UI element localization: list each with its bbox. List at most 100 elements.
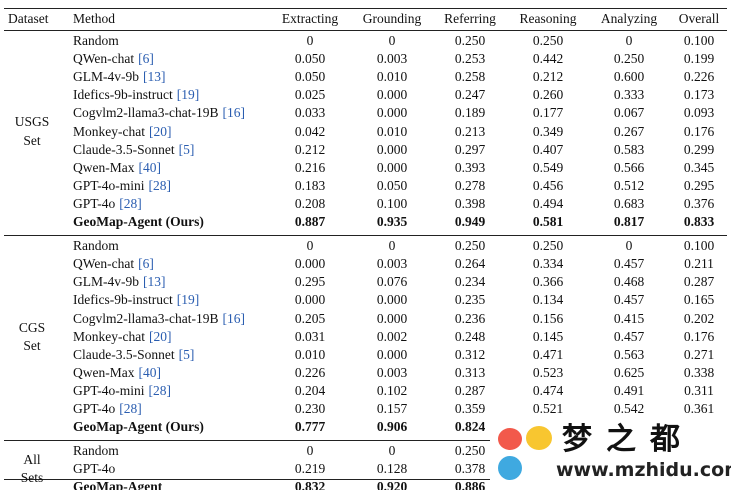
- value-cell: 0.542: [613, 401, 645, 416]
- value-cell: 0.165: [683, 292, 715, 308]
- value-cell: 0.457: [613, 256, 645, 272]
- value-cell: 0.949: [454, 214, 486, 229]
- value-cell: 0.253: [454, 51, 486, 67]
- citation: [13]: [143, 274, 166, 290]
- citation: [20]: [148, 328, 172, 344]
- value-cell: 0.468: [613, 274, 645, 290]
- value-cell: 0.102: [376, 382, 408, 398]
- citation: [28]: [119, 195, 142, 211]
- citation: [19]: [176, 87, 200, 103]
- value-cell: 0.494: [532, 195, 564, 211]
- group-label: Sets: [20, 470, 44, 486]
- value-cell: 0.216: [294, 159, 326, 175]
- value-cell: 0.234: [454, 274, 486, 290]
- value-cell: 0.189: [454, 105, 486, 121]
- value-cell: 0.000: [376, 346, 408, 362]
- method-cell: GPT-4o-mini: [73, 177, 145, 193]
- value-cell: 0.134: [532, 292, 564, 308]
- value-cell: 0.345: [683, 159, 715, 175]
- method-cell: Random: [73, 33, 119, 48]
- method-cell: Qwen-Max: [73, 159, 135, 175]
- value-cell: 0.000: [376, 87, 408, 103]
- method-cell: GPT-4o-mini: [73, 382, 145, 398]
- value-cell: 0.157: [376, 401, 408, 416]
- method-cell: GeoMap-Agent: [73, 479, 163, 490]
- value-cell: 0.211: [684, 256, 714, 272]
- watermark-url: www.mzhidu.com: [556, 459, 731, 481]
- value-cell: 0.250: [532, 238, 564, 254]
- watermark-icon: [498, 428, 522, 450]
- value-cell: 0.457: [613, 328, 645, 344]
- group-label: CGS: [18, 319, 46, 335]
- method-cell: Cogvlm2-llama3-chat-19B: [73, 105, 219, 121]
- citation: [5]: [178, 346, 195, 362]
- citation: [40]: [138, 159, 161, 175]
- value-cell: 0.512: [613, 177, 645, 193]
- value-cell: 0.398: [454, 195, 486, 211]
- value-cell: 0.359: [454, 401, 486, 416]
- group-label: Set: [23, 132, 41, 148]
- value-cell: 0.407: [532, 141, 564, 157]
- citation: [28]: [119, 401, 142, 416]
- value-cell: 0.235: [454, 292, 486, 308]
- value-cell: 0.247: [454, 87, 486, 103]
- value-cell: 0.000: [294, 256, 326, 272]
- value-cell: 0.361: [683, 401, 715, 416]
- value-cell: 0.295: [683, 177, 715, 193]
- value-cell: 0.521: [532, 401, 564, 416]
- value-cell: 0.817: [613, 214, 645, 229]
- method-cell: Random: [73, 238, 119, 254]
- group-rule: [4, 235, 727, 236]
- top-rule: [4, 8, 727, 10]
- value-cell: 0.287: [454, 382, 486, 398]
- value-cell: 0.176: [683, 123, 715, 139]
- value-cell: 0.581: [532, 214, 564, 229]
- value-cell: 0.299: [683, 141, 715, 157]
- watermark-icon: [526, 426, 552, 450]
- header-cell: Reasoning: [519, 11, 577, 26]
- value-cell: 0.199: [683, 51, 715, 67]
- value-cell: 0.271: [683, 346, 715, 362]
- value-cell: 0.491: [613, 382, 645, 398]
- value-cell: 0.349: [532, 123, 564, 139]
- value-cell: 0.278: [454, 177, 486, 193]
- citation: [16]: [222, 310, 245, 326]
- value-cell: 0.000: [376, 292, 408, 308]
- citation: [5]: [178, 141, 195, 157]
- bottom-rule: [4, 479, 727, 481]
- group-rule: [4, 440, 727, 441]
- value-cell: 0.264: [454, 256, 486, 272]
- value-cell: 0: [625, 33, 633, 48]
- value-cell: 0.311: [684, 382, 714, 398]
- value-cell: 0.003: [376, 256, 408, 272]
- value-cell: 0.442: [532, 51, 564, 67]
- value-cell: 0.338: [683, 364, 715, 380]
- method-cell: Cogvlm2-llama3-chat-19B: [73, 310, 219, 326]
- value-cell: 0.205: [294, 310, 326, 326]
- value-cell: 0.212: [532, 69, 564, 85]
- value-cell: 0.000: [376, 141, 408, 157]
- value-cell: 0.208: [294, 195, 326, 211]
- value-cell: 0.003: [376, 51, 408, 67]
- value-cell: 0.287: [683, 274, 715, 290]
- value-cell: 0.250: [454, 33, 486, 48]
- value-cell: 0.297: [454, 141, 486, 157]
- value-cell: 0.295: [294, 274, 326, 290]
- method-cell: QWen-chat: [73, 51, 135, 67]
- value-cell: 0.010: [294, 346, 326, 362]
- header-cell: Dataset: [8, 11, 49, 26]
- value-cell: 0.523: [532, 364, 564, 380]
- value-cell: 0: [388, 238, 396, 254]
- value-cell: 0.236: [454, 310, 486, 326]
- method-cell: Idefics-9b-instruct: [73, 292, 173, 308]
- value-cell: 0.000: [376, 105, 408, 121]
- value-cell: 0.906: [376, 419, 408, 435]
- value-cell: 0.457: [613, 292, 645, 308]
- method-cell: GeoMap-Agent (Ours): [73, 419, 204, 435]
- value-cell: 0.050: [376, 177, 408, 193]
- value-cell: 0.002: [376, 328, 408, 344]
- value-cell: 0.176: [683, 328, 715, 344]
- value-cell: 0.935: [376, 214, 408, 229]
- value-cell: 0.250: [613, 51, 645, 67]
- header-cell: Overall: [678, 11, 720, 26]
